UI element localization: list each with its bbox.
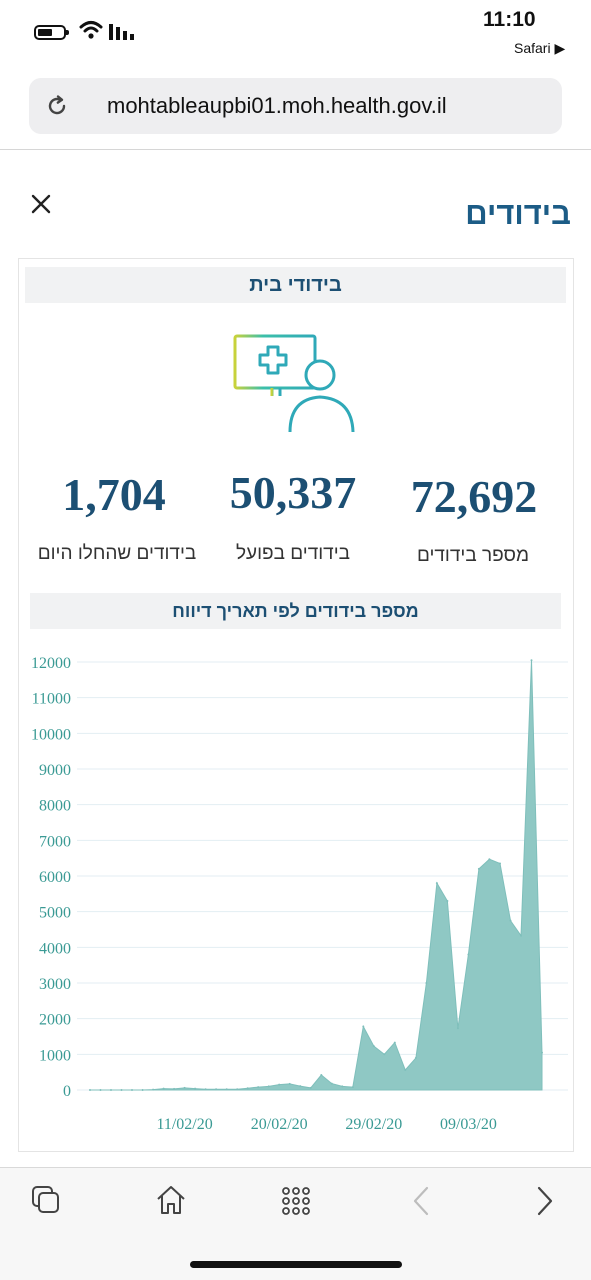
x-tick-label: 09/03/20 [440, 1116, 497, 1133]
data-point [530, 659, 533, 662]
data-point [288, 1082, 291, 1085]
data-point [425, 982, 428, 984]
y-tick-label: 11000 [32, 691, 71, 708]
data-point [404, 1069, 407, 1071]
data-point [393, 1041, 396, 1044]
data-point [499, 862, 501, 865]
data-point [330, 1082, 333, 1085]
data-point [541, 1051, 543, 1054]
y-tick-label: 1000 [39, 1047, 71, 1064]
data-point [341, 1085, 344, 1088]
wifi-icon [79, 21, 103, 39]
data-point [246, 1087, 249, 1090]
data-point [509, 919, 512, 922]
data-point [456, 1027, 459, 1030]
stat-started-today-value: 1,704 [62, 469, 166, 520]
y-tick-label: 5000 [39, 905, 71, 922]
data-point [89, 1089, 91, 1091]
close-icon[interactable] [30, 193, 52, 215]
data-point [488, 858, 491, 861]
data-point [372, 1045, 375, 1048]
data-point [467, 953, 470, 956]
data-point [204, 1088, 207, 1091]
y-tick-label: 2000 [39, 1012, 71, 1029]
data-point [446, 900, 449, 902]
data-point [225, 1088, 228, 1091]
data-point [194, 1087, 197, 1090]
data-point [267, 1085, 270, 1088]
divider [0, 149, 591, 150]
series-area [90, 660, 543, 1091]
back-icon[interactable] [410, 1185, 432, 1217]
data-point [183, 1086, 186, 1089]
chart-title: מספר בידודים לפי תאריך דיווח [172, 601, 419, 621]
home-icon[interactable] [155, 1184, 187, 1216]
y-tick-label: 8000 [39, 798, 71, 815]
forward-icon[interactable] [534, 1185, 556, 1217]
data-point [320, 1074, 323, 1076]
x-tick-label: 20/02/20 [251, 1116, 308, 1133]
data-point [173, 1087, 176, 1090]
data-point [215, 1088, 218, 1091]
y-tick-label: 6000 [39, 869, 71, 886]
page-title: בידודים [465, 196, 571, 231]
data-point [131, 1089, 133, 1091]
data-point [299, 1085, 302, 1088]
chart-x-ticks: 11/02/20 20/02/20 29/02/20 09/03/20 [156, 1116, 496, 1133]
stat-total-label: מספר בידודים [416, 545, 530, 566]
y-tick-label: 4000 [39, 940, 71, 957]
y-tick-label: 12000 [31, 655, 71, 672]
y-tick-label: 7000 [39, 833, 71, 850]
x-tick-label: 29/02/20 [345, 1116, 402, 1133]
card-header-background [25, 267, 566, 303]
monitor-doctor-icon [233, 334, 355, 433]
y-tick-label: 0 [63, 1083, 71, 1100]
isolations-area-chart: 0 1000 2000 3000 4000 5000 6000 7000 8000 9000 100… [31, 655, 568, 1133]
data-point [351, 1086, 354, 1089]
data-point [278, 1083, 281, 1086]
address-bar[interactable] [29, 78, 562, 134]
tabs-icon[interactable] [31, 1185, 61, 1215]
data-point [257, 1086, 260, 1089]
data-point [309, 1086, 312, 1089]
data-point [120, 1089, 123, 1091]
data-point [99, 1089, 102, 1091]
data-point [236, 1088, 239, 1091]
data-point [477, 867, 480, 870]
url-text[interactable]: mohtableaupbi01.moh.health.gov.il [107, 93, 447, 118]
data-point [414, 1056, 417, 1059]
reload-icon[interactable] [45, 94, 69, 118]
data-point [162, 1087, 165, 1090]
home-indicator [190, 1261, 402, 1268]
stat-active-value: 50,337 [229, 467, 357, 518]
back-to-app-link[interactable]: Safari ▶ [514, 40, 566, 56]
chart-header-background [30, 593, 561, 629]
data-point [110, 1089, 112, 1091]
stat-active-label: בידודים בפועל [235, 543, 351, 564]
apps-grid-icon[interactable] [281, 1186, 311, 1216]
y-tick-label: 10000 [31, 726, 71, 743]
data-point [435, 882, 438, 885]
status-time: 11:10 [483, 8, 536, 31]
data-point [152, 1088, 155, 1091]
card-title: בידודי בית [249, 274, 342, 296]
data-point [362, 1025, 365, 1028]
data-point [383, 1053, 386, 1056]
signal-icon [109, 24, 134, 40]
chart-y-ticks: 0 1000 2000 3000 4000 5000 6000 7000 8000 9000 100… [31, 655, 71, 1100]
x-tick-label: 11/02/20 [156, 1116, 212, 1133]
y-tick-label: 9000 [39, 762, 71, 779]
chart-area-layer [89, 659, 543, 1091]
battery-icon [34, 25, 69, 40]
y-tick-label: 3000 [39, 976, 71, 993]
data-point [520, 934, 522, 937]
stat-total-value: 72,692 [410, 471, 538, 522]
data-point [141, 1089, 144, 1091]
stat-started-today-label: בידודים שהחלו היום [37, 543, 197, 564]
